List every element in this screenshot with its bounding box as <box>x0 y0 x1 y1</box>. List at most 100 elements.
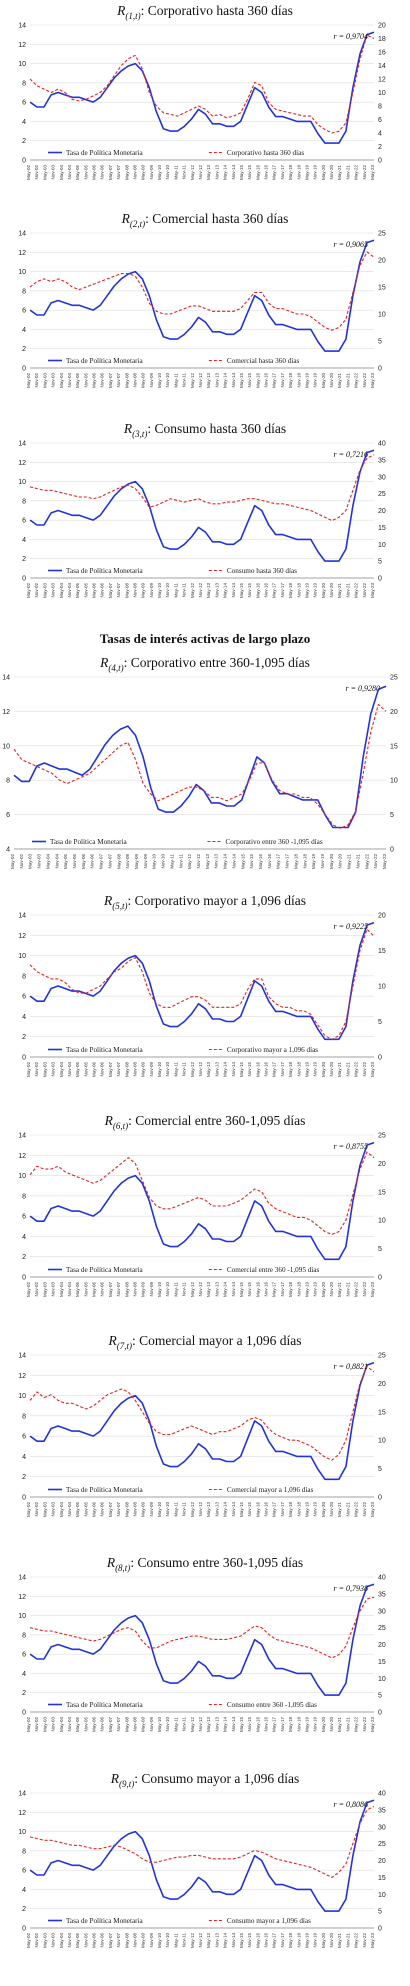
right-tick-label: 25 <box>378 1133 386 1140</box>
x-tick-label: Nov-08 <box>125 854 130 869</box>
right-tick-label: 6 <box>378 117 382 124</box>
right-tick-label: 0 <box>378 158 382 165</box>
x-tick-label: May-22 <box>354 1282 359 1298</box>
right-tick-label: 20 <box>378 23 386 30</box>
left-tick-label: 4 <box>22 537 26 544</box>
x-tick-label: Nov-12 <box>196 854 201 869</box>
right-tick-label: 15 <box>378 525 386 532</box>
left-tick-label: 0 <box>22 366 26 373</box>
x-tick-label: Nov-10 <box>165 1062 170 1077</box>
chart-title-sub: (7,t) <box>116 1341 133 1351</box>
left-tick-label: 6 <box>22 100 26 107</box>
x-tick-label: May-10 <box>157 583 162 599</box>
x-tick-label: May-15 <box>239 1062 244 1078</box>
x-tick-label: Nov-22 <box>362 165 367 180</box>
x-tick-label: May-18 <box>288 1502 293 1518</box>
right-tick-label: 5 <box>378 1246 382 1253</box>
x-tick-label: Nov-15 <box>247 1717 252 1732</box>
series-line-lending-rate <box>29 454 375 522</box>
x-tick-label: May-03 <box>42 583 47 599</box>
x-tick-label: May-19 <box>304 583 309 599</box>
x-tick-label: Nov-17 <box>280 373 285 388</box>
chart-plot: 4 6 8 10 12 14 0 5 10 15 20 25 May-02 Nov-02 May-03 Nov… <box>2 675 398 870</box>
x-tick-label: May-16 <box>255 1062 260 1078</box>
chart-title-rest: : Consumo mayor a 1,096 días <box>134 1771 300 1786</box>
left-tick-label: 6 <box>22 994 26 1001</box>
chart-title-sub: (4,t) <box>108 663 124 673</box>
x-tick-label: Nov-19 <box>320 854 325 869</box>
x-tick-label: Nov-19 <box>313 1062 318 1077</box>
x-tick-label: May-09 <box>141 1933 146 1949</box>
right-tick-label: 10 <box>378 1676 386 1683</box>
x-tick-label: May-12 <box>190 583 195 599</box>
x-tick-label: Nov-13 <box>214 1502 219 1517</box>
x-tick-label: Nov-17 <box>280 583 285 598</box>
legend-label: Tasa de Política Monetaria <box>66 1701 144 1709</box>
x-tick-label: May-05 <box>75 1502 80 1518</box>
left-tick-label: 14 <box>18 231 26 238</box>
x-tick-label: May-22 <box>354 373 359 389</box>
chart-panel-1: R(1,t): Corporativo hasta 360 días 0 2 4 6 8 1… <box>0 0 410 208</box>
right-tick-label: 5 <box>378 559 382 566</box>
legend-label: Consumo mayor a 1,096 días <box>227 1917 311 1925</box>
chart-title-symbol: R <box>106 1555 116 1570</box>
x-tick-label: May-05 <box>75 165 80 181</box>
x-tick-label: May-07 <box>108 1062 113 1078</box>
x-tick-label: Nov-05 <box>83 373 88 388</box>
right-tick-label: 0 <box>378 1275 382 1282</box>
x-tick-label: May-20 <box>329 854 334 870</box>
left-tick-label: 12 <box>18 1594 26 1601</box>
left-tick-label: 4 <box>22 1887 26 1894</box>
x-tick-label: Nov-09 <box>149 1282 154 1297</box>
right-tick-label: 25 <box>390 675 398 682</box>
right-tick-label: 10 <box>390 778 398 785</box>
x-tick-label: Nov-21 <box>345 1717 350 1732</box>
x-tick-label: May-11 <box>173 373 178 388</box>
x-tick-label: Nov-15 <box>247 165 252 180</box>
x-tick-label: Nov-17 <box>280 1062 285 1077</box>
right-tick-label: 10 <box>378 1438 386 1445</box>
left-tick-label: 2 <box>22 1690 26 1697</box>
x-tick-label: May-08 <box>124 1933 129 1949</box>
x-tick-label: May-08 <box>124 373 129 389</box>
x-tick-label: May-19 <box>311 854 316 870</box>
x-tick-label: Nov-22 <box>362 1717 367 1732</box>
x-tick-label: May-18 <box>293 854 298 870</box>
legend-label: Comercial mayor a 1,096 días <box>227 1486 314 1494</box>
x-tick-label: May-13 <box>206 1502 211 1518</box>
chart-title-symbol: R <box>123 421 133 436</box>
x-tick-label: Nov-08 <box>132 165 137 180</box>
x-tick-label: Nov-20 <box>329 583 334 598</box>
x-tick-label: May-20 <box>321 1502 326 1518</box>
x-tick-label: Nov-11 <box>182 1502 187 1517</box>
x-tick-label: May-06 <box>92 165 97 181</box>
x-tick-label: Nov-06 <box>100 1502 105 1517</box>
x-tick-label: May-21 <box>337 1062 342 1078</box>
x-tick-label: May-19 <box>304 373 309 389</box>
x-tick-label: Nov-16 <box>264 1502 269 1517</box>
x-tick-label: May-21 <box>347 854 352 870</box>
x-tick-label: May-14 <box>223 1062 228 1078</box>
x-tick-label: May-12 <box>190 1282 195 1298</box>
x-tick-label: May-11 <box>173 1717 178 1732</box>
x-tick-label: Nov-09 <box>149 373 154 388</box>
right-tick-label: 5 <box>378 339 382 346</box>
legend-label: Tasa de Política Monetaria <box>66 1266 144 1274</box>
right-tick-label: 25 <box>378 1353 386 1360</box>
x-tick-label: Nov-04 <box>67 1282 72 1297</box>
x-tick-label: May-02 <box>26 583 31 599</box>
x-tick-label: Nov-12 <box>198 165 203 180</box>
x-tick-label: May-18 <box>288 1062 293 1078</box>
x-tick-label: May-09 <box>141 1282 146 1298</box>
left-tick-label: 6 <box>22 518 26 525</box>
x-tick-label: Nov-14 <box>231 1933 236 1948</box>
x-tick-label: Nov-14 <box>231 1282 236 1297</box>
x-tick-label: Nov-07 <box>116 583 121 598</box>
x-tick-label: May-18 <box>288 583 293 599</box>
left-tick-label: 14 <box>18 441 26 448</box>
right-tick-label: 10 <box>378 984 386 991</box>
x-tick-label: May-05 <box>63 854 68 870</box>
x-tick-label: May-10 <box>157 1717 162 1733</box>
right-tick-label: 20 <box>378 1161 386 1168</box>
right-tick-label: 20 <box>378 258 386 265</box>
